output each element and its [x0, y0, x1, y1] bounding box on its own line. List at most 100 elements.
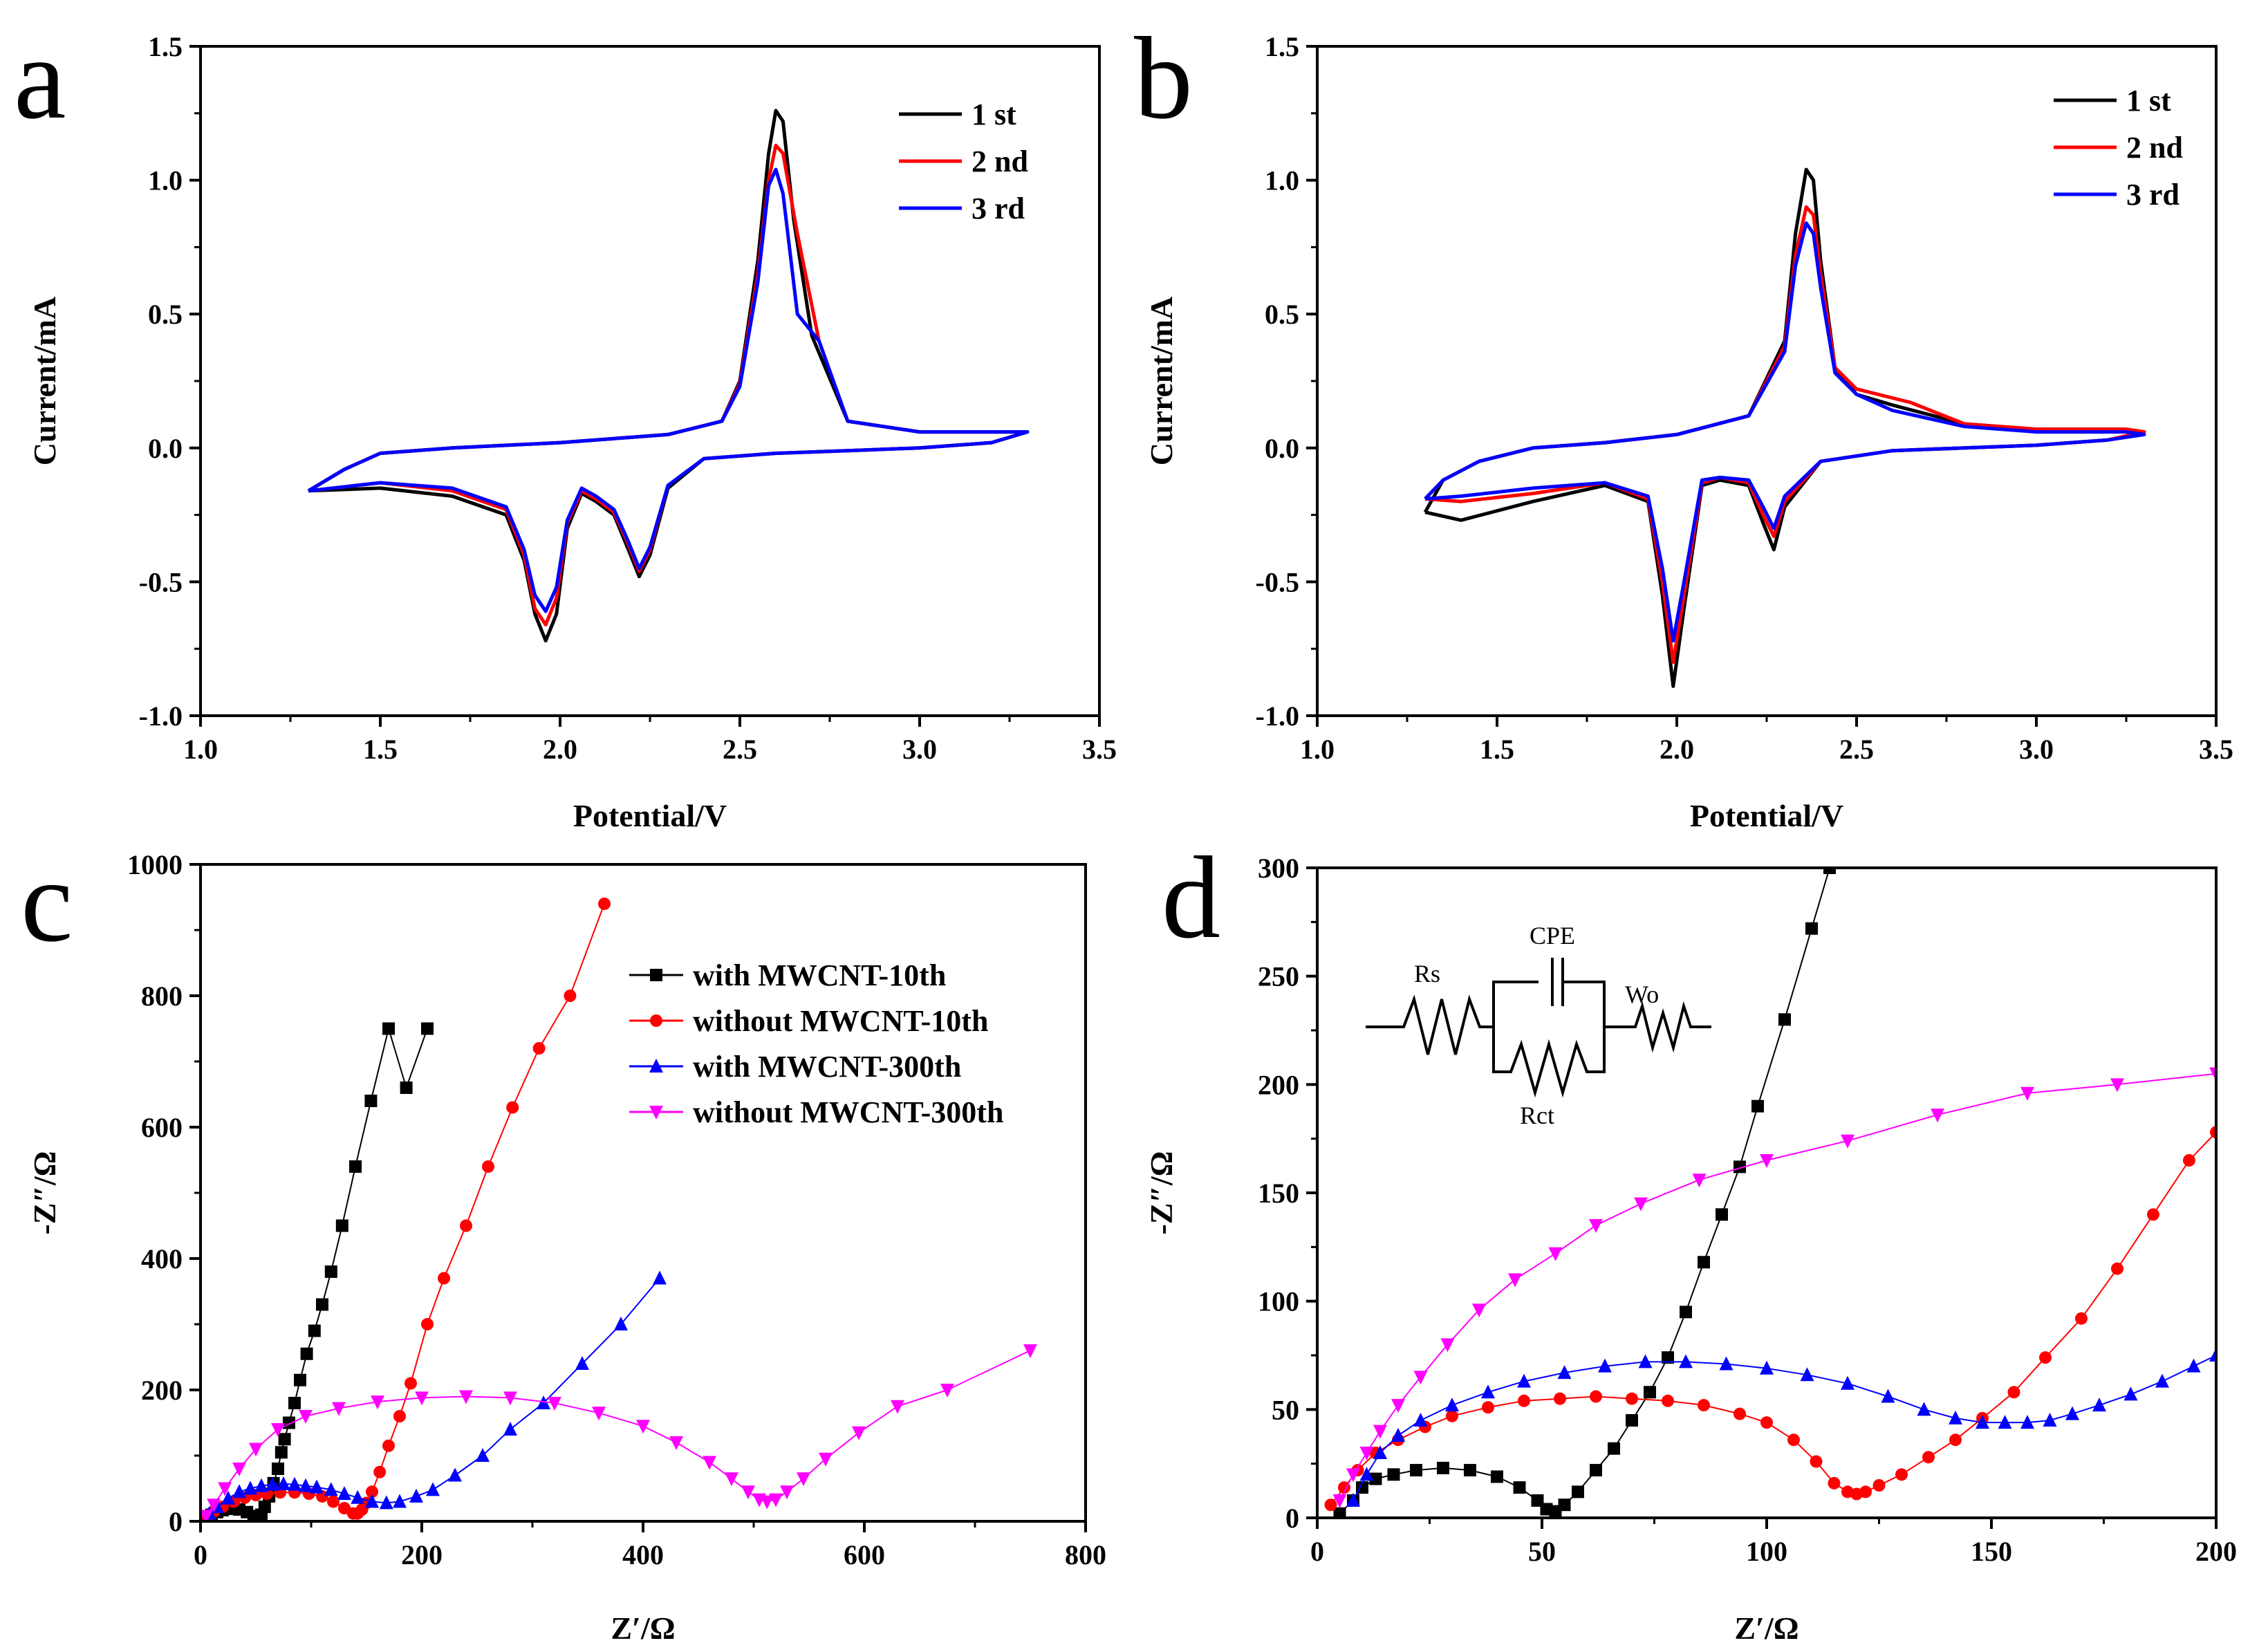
data-point-28 [2209, 1348, 2216, 1362]
x-tick-label: 1.5 [363, 734, 398, 765]
data-point-18 [1828, 1476, 1841, 1489]
data-point-9 [1554, 1392, 1566, 1405]
data-point-15 [669, 1436, 683, 1450]
legend-entry: 2 nd [2126, 131, 2183, 165]
x-tick-label: 2.5 [723, 734, 757, 765]
series-3 [202, 1270, 667, 1520]
data-point-28 [421, 1022, 434, 1035]
y-tick-label: 0.5 [1265, 299, 1299, 330]
y-tick-label: 1.0 [1265, 165, 1299, 196]
series-line [1339, 868, 1830, 1514]
data-point-25 [1949, 1433, 1962, 1447]
data-point-4 [243, 1481, 257, 1495]
y-axis-label: Current/mA [27, 297, 62, 465]
data-point-9 [1548, 1247, 1563, 1261]
y-tick-label: 0.0 [148, 433, 183, 464]
data-point-18 [373, 1465, 387, 1478]
rs-resistor [1366, 994, 1494, 1055]
data-point-22 [2043, 1413, 2057, 1427]
data-point-3 [232, 1463, 246, 1476]
data-point-17 [1810, 1455, 1823, 1468]
data-point-26 [891, 1400, 904, 1414]
data-point-29 [2075, 1312, 2088, 1325]
x-tick-label: 200 [401, 1539, 443, 1570]
data-point-14 [1800, 1367, 1814, 1382]
x-tick-label: 3.5 [2199, 734, 2233, 765]
panel-d-eis-chart: 0 50 100 150 200 0 50 100 150 200 250 300 Z′/Ω -Z″/Ω d… [1144, 833, 2237, 1646]
data-point-2 [649, 1059, 663, 1073]
data-point-20 [1680, 1306, 1692, 1319]
data-point-9 [415, 1391, 429, 1406]
y-axis-label: -Z″/Ω [27, 1151, 62, 1234]
data-point-19 [1662, 1351, 1674, 1364]
data-point-7 [1472, 1303, 1486, 1318]
data-point-21 [2020, 1415, 2034, 1429]
data-point-23 [575, 1356, 589, 1370]
data-point-1 [1346, 1468, 1360, 1483]
cpe-element [1492, 958, 1606, 1027]
y-tick-label: 400 [141, 1243, 183, 1274]
data-point-12 [1662, 1394, 1674, 1407]
x-axis-label: Z′/Ω [611, 1611, 675, 1646]
data-point-17 [1626, 1414, 1638, 1427]
data-point-23 [797, 1472, 810, 1487]
data-point-3 [649, 1106, 663, 1120]
data-point-3 [232, 1484, 246, 1498]
data-point-23 [335, 1219, 348, 1232]
data-point-25 [364, 1095, 378, 1107]
data-point-14 [1841, 1134, 1855, 1149]
warburg-element [1604, 1001, 1711, 1053]
data-point-29 [598, 898, 611, 910]
data-point-6 [1440, 1338, 1455, 1353]
data-point-23 [1733, 1160, 1746, 1173]
data-point-7 [277, 1476, 290, 1490]
x-tick-label: 3.5 [1082, 734, 1117, 765]
data-point-20 [308, 1324, 321, 1337]
data-point-3 [1373, 1424, 1387, 1439]
y-tick-label: 200 [141, 1375, 183, 1406]
data-point-12 [337, 1486, 351, 1501]
data-point-2 [218, 1482, 232, 1496]
series-line [207, 903, 605, 1517]
data-point-10 [459, 1390, 473, 1404]
panel-label: d [1162, 833, 1220, 963]
data-point-19 [448, 1467, 462, 1482]
data-point-18 [426, 1482, 440, 1496]
data-point-24 [819, 1452, 833, 1467]
legend: 1 st 2 nd 3 rd [2054, 84, 2183, 212]
data-point-18 [1949, 1410, 1962, 1424]
data-point-9 [1513, 1481, 1526, 1494]
data-point-1 [650, 1014, 662, 1027]
y-tick-label: -1.0 [139, 700, 183, 732]
x-tick-label: 3.0 [2019, 734, 2054, 765]
data-point-5 [1445, 1398, 1459, 1412]
data-point-22 [780, 1485, 794, 1500]
data-point-26 [506, 1101, 519, 1114]
series-4 [1332, 1067, 2216, 1508]
panel-label: b [1134, 13, 1193, 143]
data-point-10 [310, 1479, 324, 1494]
data-point-11 [1679, 1354, 1693, 1368]
data-point-12 [1719, 1356, 1733, 1371]
data-point-8 [1557, 1365, 1572, 1380]
x-tick-label: 2.5 [1839, 734, 1874, 765]
data-point-11 [1634, 1197, 1648, 1212]
data-point-15 [1931, 1108, 1944, 1123]
data-point-28 [564, 990, 577, 1002]
circuit-label-rs: Rs [1414, 960, 1440, 987]
data-point-13 [351, 1489, 365, 1504]
data-point-0 [1332, 1494, 1347, 1508]
series-3 [1424, 221, 2146, 643]
series-4 [201, 1344, 1037, 1521]
series-line [307, 109, 1030, 643]
data-point-4 [1387, 1468, 1400, 1481]
series-2 [1324, 1126, 2216, 1512]
data-point-8 [371, 1395, 384, 1410]
y-tick-label: 600 [141, 1112, 183, 1143]
data-point-0 [201, 1510, 213, 1521]
series-3 [307, 167, 1030, 613]
data-point-25 [1778, 1013, 1791, 1026]
data-point-23 [2065, 1406, 2079, 1420]
data-point-24 [460, 1219, 472, 1232]
data-point-17 [288, 1397, 301, 1409]
